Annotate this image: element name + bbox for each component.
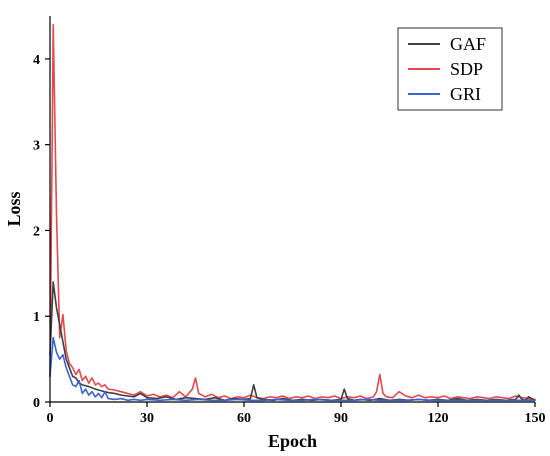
legend-label-sdp: SDP <box>450 59 483 79</box>
tick-labels: 0 30 60 90 120 150 0 1 2 3 4 <box>33 53 546 426</box>
x-tick-label: 90 <box>334 411 348 426</box>
legend-label-gaf: GAF <box>450 34 486 54</box>
y-tick-label: 3 <box>33 139 40 154</box>
axes <box>45 16 536 407</box>
y-tick-label: 4 <box>33 53 40 68</box>
legend-label-gri: GRI <box>450 84 481 104</box>
series-line-gri <box>49 336 536 402</box>
y-tick-label: 1 <box>33 310 40 325</box>
y-axis-title: Loss <box>4 191 24 226</box>
series-line-sdp <box>49 23 536 401</box>
x-tick-label: 150 <box>525 411 546 426</box>
legend-items: GAF SDP GRI <box>408 34 486 104</box>
x-tick-label: 0 <box>47 411 54 426</box>
series-line-gaf <box>49 281 536 402</box>
y-tick-label: 2 <box>33 224 40 239</box>
x-tick-label: 30 <box>140 411 154 426</box>
legend: GAF SDP GRI <box>397 27 503 111</box>
x-tick-label: 120 <box>428 411 449 426</box>
series-lines <box>49 23 536 402</box>
y-tick-label: 0 <box>33 396 40 411</box>
x-axis-title: Epoch <box>268 431 317 451</box>
x-tick-label: 60 <box>237 411 251 426</box>
